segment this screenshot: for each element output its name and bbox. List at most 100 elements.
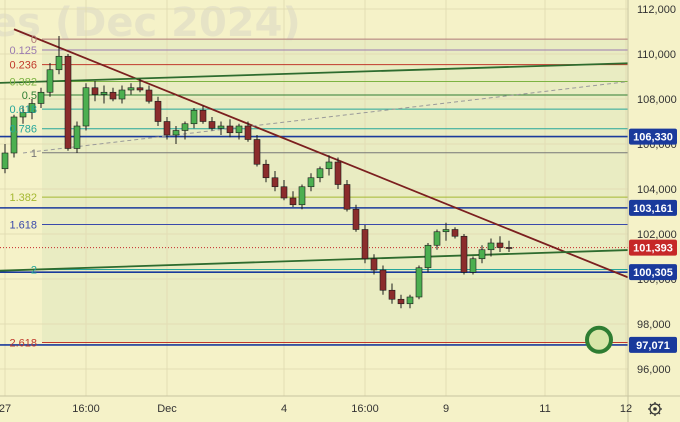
price-label: 101,393 [633,243,673,255]
trendline [13,28,628,279]
candles [1,36,513,309]
x-tick-label: 27 [0,403,11,415]
candle-body [46,69,54,93]
fib-label: 0.125 [9,45,37,57]
fib-label: 0.786 [9,124,37,136]
candle-body [505,247,513,249]
trendline-dashed [22,81,628,154]
candle-body [370,258,378,271]
x-tick-label: 12 [620,403,632,415]
price-label: 103,161 [633,203,673,215]
y-tick-label: 98,000 [637,319,671,331]
candle-body [478,249,486,260]
target-circle [585,325,613,354]
price-label-bg [629,264,677,281]
candle-body [235,125,243,134]
candle-body [361,229,369,260]
price-label-bg [629,239,677,256]
y-tick-label: 110,000 [637,49,676,61]
fib-level-labels: 00.125 0.236 0.382 0.5 0.618 0.786 1 1.382 1.618… [9,34,37,349]
candle-body [181,123,189,131]
candle-body [91,87,99,95]
y-tick-label: 104,000 [637,184,677,196]
price-label-bg [629,199,677,216]
price-label: 97,071 [636,340,670,352]
price-label: 100,305 [633,267,673,279]
y-tick-label: 108,000 [637,94,677,106]
horizontal-levels [0,135,628,346]
candle-body [451,229,459,237]
fib-label: 0.618 [9,104,37,116]
fib-label: 1.618 [9,220,37,232]
x-tick-label: Dec [157,403,177,415]
candle-body [334,161,342,185]
candle-body [271,177,279,188]
candle-body [109,91,117,100]
candle-body [289,197,297,206]
candle-body [415,267,423,298]
target-marker [585,325,613,354]
x-tick-label: 16:00 [351,403,379,415]
price-label-bg [629,128,677,145]
candle-body [145,89,153,102]
candle-body [10,116,18,154]
candle-body [28,103,36,113]
candle-body [262,163,270,179]
candle-body [253,139,261,165]
candle-body [469,258,477,273]
fib-label: 1.382 [9,192,37,204]
fib-zone-fill [42,39,628,343]
candle-body [208,121,216,129]
fib-label: 0 [31,34,37,46]
candle-body [226,125,234,134]
y-tick-label: 96,000 [637,364,671,376]
candle-body [136,87,144,91]
fib-label: 1 [31,148,37,160]
price-label: 106,330 [633,132,673,144]
x-tick-label: 16:00 [72,403,100,415]
candle-body [487,242,495,251]
x-tick-label: 4 [281,403,287,415]
price-label-bg [629,336,677,353]
candle-body [118,89,126,100]
candle-body [199,109,207,122]
y-axis-ticks: 96,00098,000100,000102,000104,000106,000… [637,4,677,376]
candle-body [442,229,450,233]
candle-body [37,91,45,104]
settings-icon[interactable] [648,402,662,416]
candle-body [496,242,504,248]
x-tick-label: 9 [443,403,449,415]
candle-body [388,289,396,300]
candle-body [172,130,180,136]
candle-body [307,177,315,188]
candle-body [406,296,414,305]
y-tick-label: 112,000 [637,4,676,16]
candle-body [1,152,9,170]
candle-body [379,269,387,291]
fib-label: 2.618 [9,337,37,349]
candle-body [100,91,108,95]
candle-body [82,87,90,127]
trendlines [0,28,628,279]
candle-body [460,235,468,273]
candle-body [244,125,252,140]
candle-body [343,184,351,210]
fib-label: 0.382 [9,76,37,88]
candle-body [163,121,171,136]
fib-label: 2 [31,265,37,277]
candle-body [127,87,135,91]
trendline [0,62,628,84]
candle-body [19,112,27,118]
x-tick-label: 11 [539,403,550,415]
x-axis-ticks: 27 16:00 Dec 4 16:00 9 11 12 [0,403,632,415]
candle-body [64,55,72,149]
price-labels: 106,330 103,161 100,305 97,071 101,393 [629,128,677,353]
fib-zone-rect [42,39,628,343]
candle-body [424,244,432,269]
fib-label: 0.236 [9,60,37,72]
candle-body [55,55,63,71]
candle-body [280,186,288,199]
candle-body [298,186,306,206]
